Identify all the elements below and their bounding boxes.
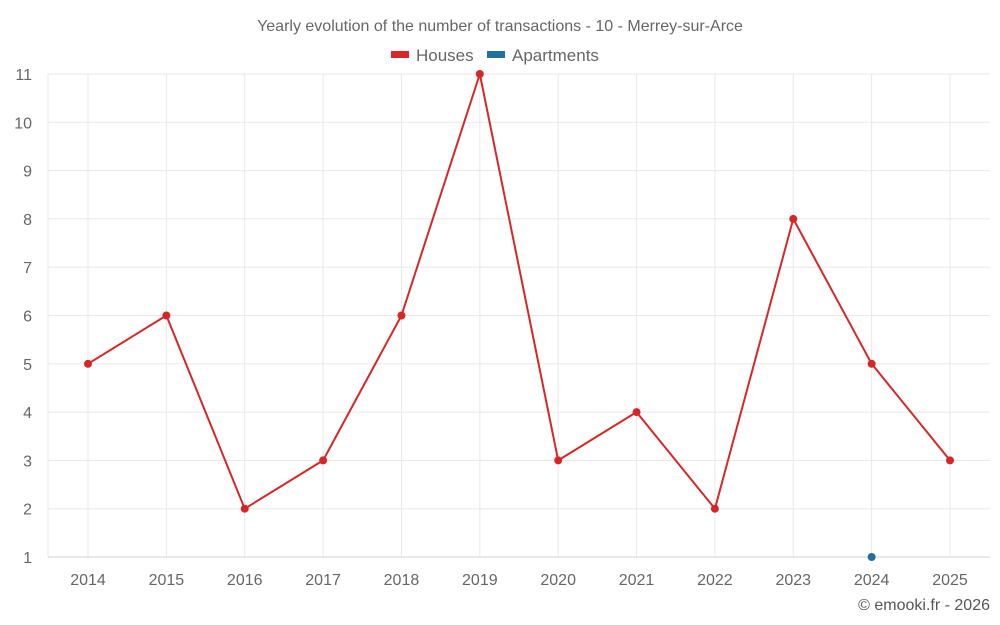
credit-text: © emooki.fr - 2026 bbox=[858, 597, 990, 614]
x-tick-label: 2025 bbox=[932, 572, 968, 589]
y-tick-label: 2 bbox=[23, 502, 32, 519]
x-tick-label: 2019 bbox=[462, 572, 498, 589]
series-line-houses bbox=[87, 73, 951, 510]
data-point-houses bbox=[710, 504, 719, 513]
data-point-houses bbox=[475, 70, 484, 78]
data-point-houses bbox=[162, 311, 171, 320]
grid bbox=[48, 73, 990, 557]
data-point-apartments bbox=[867, 553, 876, 561]
y-axis-ticks: 1 2 3 4 5 6 7 8 9 10 11 bbox=[14, 67, 32, 567]
y-tick-label: 3 bbox=[23, 453, 32, 470]
series-lines bbox=[87, 73, 951, 510]
x-axis-ticks: 2014 2015 2016 2017 2018 2019 2020 2021 2022 2023… bbox=[70, 572, 968, 589]
legend-label-apartments: Apartments bbox=[512, 46, 599, 65]
y-tick-label: 11 bbox=[15, 67, 32, 84]
legend: Houses Apartments bbox=[391, 46, 599, 65]
y-tick-label: 1 bbox=[23, 550, 32, 567]
y-tick-label: 5 bbox=[23, 357, 32, 374]
axes bbox=[47, 74, 990, 558]
data-point-houses bbox=[632, 408, 641, 417]
data-point-houses bbox=[397, 311, 406, 320]
legend-swatch-apartments bbox=[487, 51, 505, 58]
data-point-houses bbox=[240, 504, 249, 513]
x-tick-label: 2016 bbox=[227, 572, 263, 589]
chart-title: Yearly evolution of the number of transa… bbox=[257, 18, 743, 35]
series-points bbox=[84, 70, 954, 561]
x-tick-label: 2018 bbox=[384, 572, 420, 589]
data-point-houses bbox=[867, 359, 876, 368]
data-point-houses bbox=[946, 456, 954, 465]
x-tick-label: 2020 bbox=[540, 572, 576, 589]
y-tick-label: 4 bbox=[23, 405, 32, 422]
y-tick-label: 7 bbox=[23, 260, 32, 277]
y-tick-label: 10 bbox=[14, 115, 32, 132]
x-tick-label: 2024 bbox=[854, 572, 890, 589]
x-tick-label: 2017 bbox=[305, 572, 341, 589]
legend-swatch-houses bbox=[391, 51, 409, 58]
x-tick-label: 2015 bbox=[149, 572, 185, 589]
legend-label-houses: Houses bbox=[416, 46, 474, 65]
x-tick-label: 2023 bbox=[775, 572, 811, 589]
y-tick-label: 9 bbox=[23, 164, 32, 181]
x-tick-label: 2021 bbox=[619, 572, 655, 589]
data-point-houses bbox=[84, 359, 92, 368]
data-point-houses bbox=[789, 214, 798, 223]
x-tick-label: 2022 bbox=[697, 572, 733, 589]
data-point-houses bbox=[554, 456, 563, 465]
data-point-houses bbox=[319, 456, 328, 465]
y-tick-label: 8 bbox=[23, 212, 32, 229]
x-tick-label: 2014 bbox=[70, 572, 106, 589]
y-tick-label: 6 bbox=[23, 309, 32, 326]
